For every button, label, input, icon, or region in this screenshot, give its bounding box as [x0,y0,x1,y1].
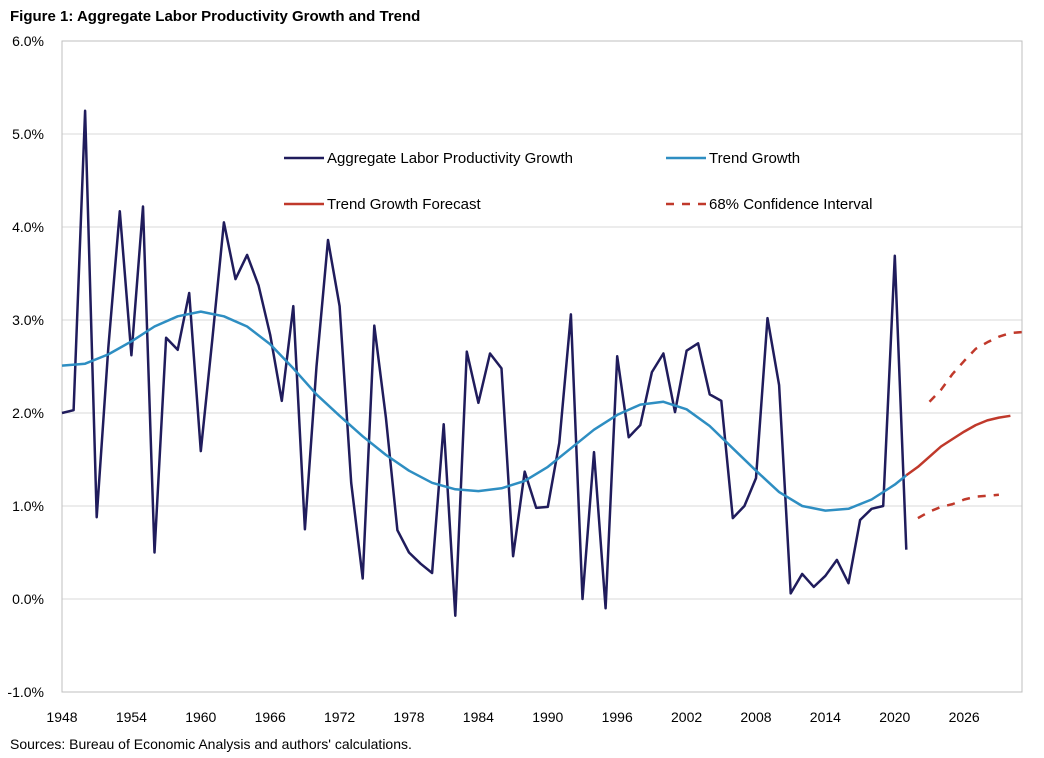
chart-title: Figure 1: Aggregate Labor Productivity G… [10,8,421,25]
y-tick-label: 5.0% [12,126,44,142]
legend-label: 68% Confidence Interval [709,196,872,213]
series-line-aggregate-labor-productivity-growth [61,109,908,617]
series-line-68-confidence-interval [928,330,1023,403]
series-line-trend-growth [61,310,908,512]
x-tick-label: 2008 [740,709,771,725]
legend: Aggregate Labor Productivity Growth Trend… [284,150,872,213]
series-line-trend-growth-forecast [905,414,1011,477]
x-tick-label: 1978 [393,709,424,725]
source-note: Sources: Bureau of Economic Analysis and… [10,736,412,752]
x-tick-label: 1948 [46,709,77,725]
x-tick-label: 1972 [324,709,355,725]
legend-label: Trend Growth Forecast [327,196,481,213]
x-tick-label: 1990 [532,709,563,725]
x-tick-label: 1960 [185,709,216,725]
y-tick-label: 1.0% [12,498,44,514]
legend-label: Aggregate Labor Productivity Growth [327,150,573,167]
plot-area-border [61,40,1023,693]
series-line-68-confidence-interval-lower [917,493,1000,520]
x-tick-label: 1954 [116,709,147,725]
x-tick-label: 1984 [463,709,494,725]
x-tick-label: 2020 [879,709,910,725]
x-tick-label: 2002 [671,709,702,725]
y-tick-label: 4.0% [12,219,44,235]
y-tick-label: 0.0% [12,591,44,607]
y-tick-label: -1.0% [7,684,44,700]
x-tick-label: 2026 [949,709,980,725]
x-tick-label: 2014 [810,709,841,725]
x-tick-label: 1996 [602,709,633,725]
y-tick-label: 3.0% [12,312,44,328]
legend-label: Trend Growth [709,150,800,167]
y-tick-label: 2.0% [12,405,44,421]
y-tick-label: 6.0% [12,33,44,49]
x-tick-label: 1966 [255,709,286,725]
